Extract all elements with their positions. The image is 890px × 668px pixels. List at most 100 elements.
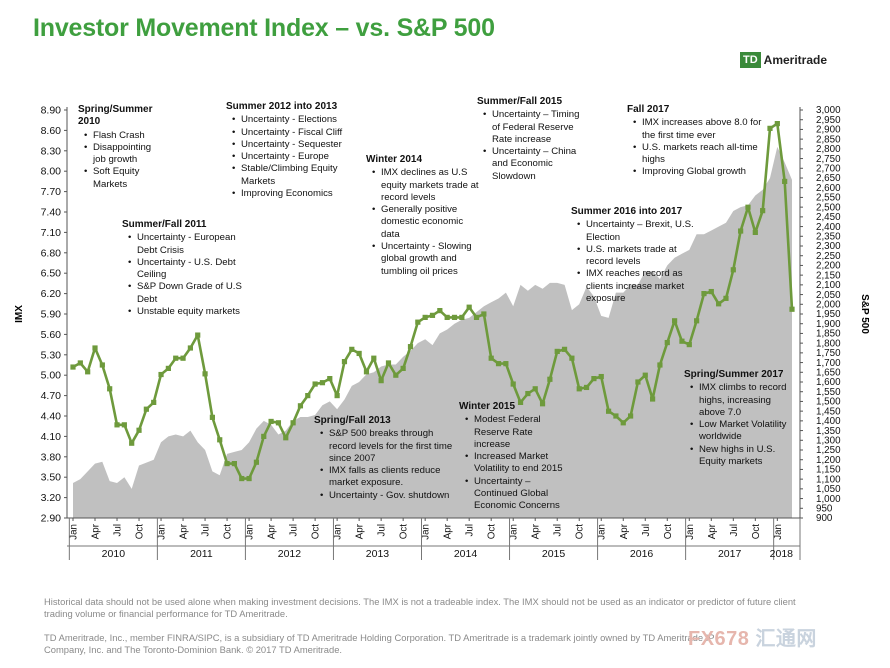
annotation-summer-2012-into-2013: Summer 2012 into 2013 Uncertainty - Elec… xyxy=(226,101,351,201)
y2-tick-label: 1,100 xyxy=(816,474,841,485)
imx-point xyxy=(503,361,509,367)
y-tick-label: 2.90 xyxy=(41,513,62,525)
imx-point xyxy=(583,384,590,391)
annotation-item: Uncertainty – China and Economic Slowdow… xyxy=(483,146,585,183)
y2-tick-label: 1,900 xyxy=(816,319,841,330)
annotation-spring-summer-2017: Spring/Summer 2017 IMX climbs to record … xyxy=(684,369,796,468)
imx-point xyxy=(136,427,142,433)
imx-point xyxy=(708,288,714,295)
imx-point xyxy=(70,364,76,370)
imx-point xyxy=(664,339,670,346)
imx-point xyxy=(782,178,788,184)
y2-tick-label: 2,300 xyxy=(816,241,841,252)
x-tick-label: Oct xyxy=(311,524,322,540)
y-tick-label: 4.40 xyxy=(41,411,62,423)
y2-tick-label: 1,800 xyxy=(816,338,841,349)
y2-tick-label: 1,600 xyxy=(816,377,841,388)
annotation-item: Uncertainty – Timing of Federal Reserve … xyxy=(483,109,585,146)
annotation-item: Low Market Volatility worldwide xyxy=(690,419,796,444)
imx-point xyxy=(239,475,245,482)
x-tick-label: Jan xyxy=(685,524,696,540)
imx-point xyxy=(730,267,736,273)
y2-tick-label: 2,650 xyxy=(816,173,841,184)
y2-tick-label: 2,450 xyxy=(816,212,841,223)
y2-tick-label: 2,200 xyxy=(816,261,841,272)
x-tick-label: Jan xyxy=(333,524,344,540)
annotation-title: Spring/Summer 2010 xyxy=(78,104,153,128)
annotation-item: IMX increases above 8.0 for the first ti… xyxy=(633,117,767,142)
x-tick-label: Jul xyxy=(729,524,740,537)
y2-tick-label: 2,950 xyxy=(816,115,841,126)
x-tick-label: Oct xyxy=(135,524,146,540)
watermark-sub: 汇通网 xyxy=(755,628,817,650)
imx-point xyxy=(738,228,744,234)
imx-point xyxy=(686,342,692,348)
y-tick-label: 5.90 xyxy=(41,309,62,321)
y2-tick-label: 2,400 xyxy=(816,222,841,233)
annotation-summer-2016-into-2017: Summer 2016 into 2017 Uncertainty – Brex… xyxy=(571,206,699,305)
y-tick-label: 8.30 xyxy=(41,145,62,157)
imx-point xyxy=(429,312,436,318)
imx-point xyxy=(121,422,127,428)
annotation-item: IMX falls as clients reduce market expos… xyxy=(320,465,459,490)
annotation-summer-fall-2015: Summer/Fall 2015 Uncertainty – Timing of… xyxy=(477,96,585,183)
imx-point xyxy=(554,348,560,354)
imx-point xyxy=(151,399,157,405)
imx-point xyxy=(760,208,766,214)
imx-point xyxy=(473,314,480,320)
x-tick-label: Oct xyxy=(223,524,234,540)
x-tick-label: Jul xyxy=(113,524,124,537)
imx-point xyxy=(437,308,443,314)
imx-point xyxy=(415,319,421,325)
y-tick-label: 6.20 xyxy=(41,288,62,300)
legal-text: TD Ameritrade, Inc., member FINRA/SIPC, … xyxy=(44,632,715,655)
annotation-item: Increased Market Volatility to end 2015 xyxy=(465,451,571,476)
annotation-item: Improving Economics xyxy=(232,188,351,201)
x-tick-label: Apr xyxy=(267,523,278,539)
year-label: 2018 xyxy=(770,548,794,560)
imx-point xyxy=(481,311,487,317)
annotation-item: Uncertainty - Slowing global growth and … xyxy=(372,241,481,278)
y2-tick-label: 1,200 xyxy=(816,455,841,466)
y-tick-label: 4.70 xyxy=(41,390,62,402)
y2-tick-label: 3,000 xyxy=(816,105,841,116)
imx-point xyxy=(400,365,406,371)
imx-point xyxy=(694,318,700,324)
y2-tick-label: 2,250 xyxy=(816,251,841,262)
y2-tick-label: 1,050 xyxy=(816,484,841,495)
annotation-title: Winter 2014 xyxy=(366,154,423,165)
annotation-title: Summer/Fall 2015 xyxy=(477,96,563,107)
annotation-item: Stable/Climbing Equity Markets xyxy=(232,163,351,188)
imx-point xyxy=(356,350,362,357)
imx-point xyxy=(547,376,553,382)
imx-point xyxy=(752,229,758,235)
y-tick-label: 5.00 xyxy=(41,370,62,382)
y-tick-label: 8.90 xyxy=(41,105,62,117)
imx-point xyxy=(716,301,722,307)
x-tick-label: Jul xyxy=(201,524,212,537)
annotation-item: IMX declines as U.S equity markets trade… xyxy=(372,167,481,204)
watermark-brand: FX678 xyxy=(688,628,750,650)
x-tick-label: Apr xyxy=(619,523,630,539)
year-label: 2015 xyxy=(542,548,566,560)
imx-point xyxy=(451,314,458,320)
imx-point xyxy=(679,338,685,344)
imx-point xyxy=(466,304,472,310)
y2-tick-label: 1,950 xyxy=(816,309,841,320)
imx-point xyxy=(510,381,516,387)
page-title: Investor Movement Index – vs. S&P 500 xyxy=(33,14,495,42)
imx-point xyxy=(650,396,656,402)
x-tick-label: Jul xyxy=(377,524,388,537)
y2-tick-label: 2,000 xyxy=(816,299,841,310)
annotation-item: Uncertainty - U.S. Debt Ceiling xyxy=(128,257,252,282)
imx-point xyxy=(129,440,135,446)
sp500-area xyxy=(73,146,792,518)
imx-point xyxy=(488,355,494,361)
imx-point xyxy=(620,420,626,426)
imx-point xyxy=(444,314,450,320)
x-tick-label: Apr xyxy=(707,523,718,539)
imx-vs-sp500-chart: 8.90 8.60 8.30 8.00 7.70 7.40 7.10 6.80 6.50 6.20… xyxy=(14,105,870,560)
imx-point xyxy=(363,369,370,375)
imx-point xyxy=(305,393,311,399)
imx-point xyxy=(701,291,707,297)
